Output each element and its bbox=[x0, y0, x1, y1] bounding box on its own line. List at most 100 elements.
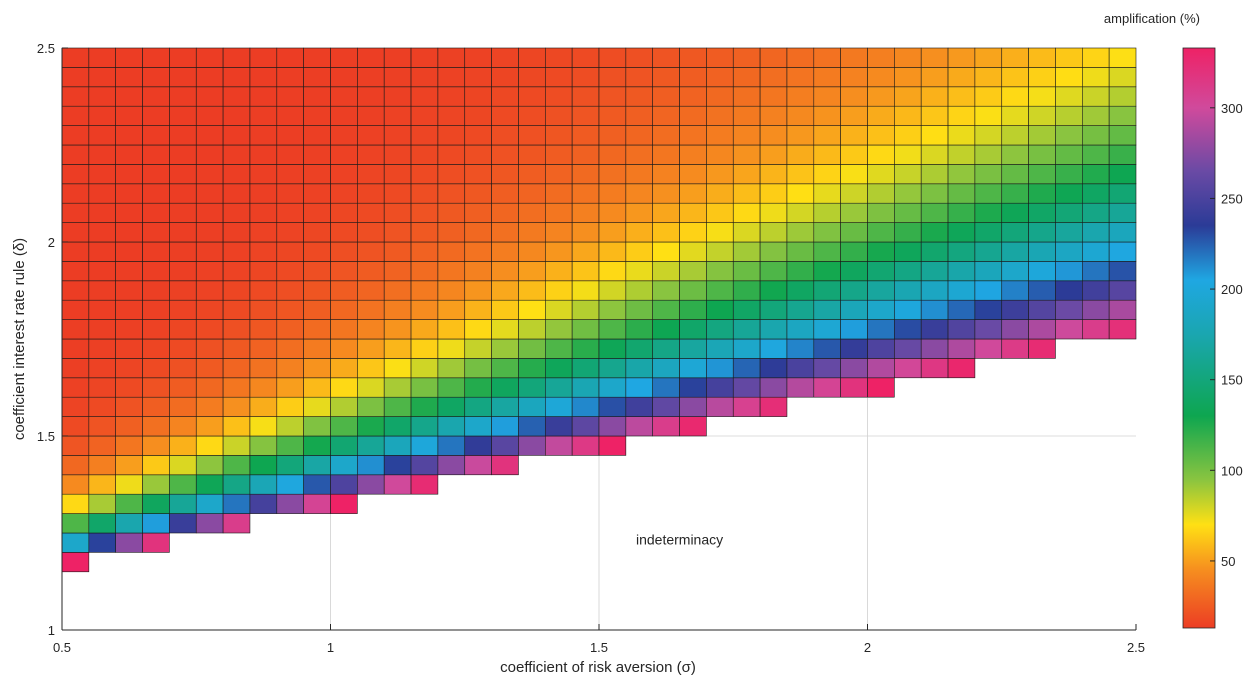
heatmap-cell bbox=[786, 358, 815, 379]
heatmap-cell bbox=[222, 299, 251, 320]
heatmap-cell bbox=[679, 319, 707, 340]
heatmap-cell bbox=[383, 125, 412, 146]
heatmap-cell bbox=[786, 338, 815, 359]
heatmap-cell bbox=[410, 47, 439, 68]
heatmap-cell bbox=[142, 455, 170, 476]
heatmap-cell bbox=[598, 202, 627, 223]
heatmap-cell bbox=[706, 144, 734, 165]
x-tick-label: 0.5 bbox=[53, 640, 71, 655]
heatmap-cell bbox=[330, 183, 358, 204]
heatmap-cell bbox=[249, 202, 278, 223]
heatmap-cell bbox=[1001, 202, 1029, 223]
heatmap-cell bbox=[115, 532, 143, 553]
heatmap-cell bbox=[437, 455, 466, 476]
heatmap-cell bbox=[1028, 241, 1056, 262]
heatmap-cell bbox=[1082, 183, 1110, 204]
heatmap-cell bbox=[410, 183, 439, 204]
heatmap-cell bbox=[142, 222, 170, 243]
heatmap-cell bbox=[598, 358, 627, 379]
heatmap-cell bbox=[410, 435, 439, 456]
heatmap-cell bbox=[169, 319, 197, 340]
heatmap-cell bbox=[383, 86, 412, 107]
heatmap-cell bbox=[894, 261, 922, 282]
heatmap-cell bbox=[303, 299, 331, 320]
heatmap-cell bbox=[679, 67, 707, 88]
heatmap-cell bbox=[61, 86, 90, 107]
heatmap-cell bbox=[974, 144, 1003, 165]
heatmap-cell bbox=[867, 299, 895, 320]
heatmap-cell bbox=[491, 358, 519, 379]
heatmap-cell bbox=[410, 67, 439, 88]
heatmap-cell bbox=[679, 105, 707, 126]
heatmap-cell bbox=[410, 86, 439, 107]
heatmap-cell bbox=[974, 338, 1003, 359]
heatmap-cell bbox=[410, 144, 439, 165]
heatmap-cell bbox=[652, 358, 680, 379]
heatmap-cell bbox=[947, 183, 976, 204]
heatmap-cell bbox=[706, 202, 734, 223]
heatmap-cell bbox=[357, 280, 385, 301]
heatmap-cell bbox=[491, 67, 519, 88]
heatmap-cell bbox=[383, 396, 412, 417]
heatmap-cell bbox=[142, 67, 170, 88]
heatmap-cell bbox=[249, 183, 278, 204]
heatmap-cell bbox=[679, 261, 707, 282]
heatmap-cell bbox=[974, 261, 1003, 282]
heatmap-cell bbox=[625, 299, 653, 320]
heatmap-cell bbox=[759, 125, 788, 146]
heatmap-cell bbox=[115, 261, 143, 282]
heatmap-cell bbox=[974, 241, 1003, 262]
heatmap-cell bbox=[544, 67, 573, 88]
heatmap-cell bbox=[732, 164, 761, 185]
heatmap-cell bbox=[410, 222, 439, 243]
heatmap-cell bbox=[1055, 144, 1083, 165]
heatmap-cell bbox=[544, 125, 573, 146]
heatmap-cell bbox=[840, 358, 868, 379]
heatmap-cell bbox=[437, 125, 466, 146]
heatmap-cell bbox=[706, 338, 734, 359]
heatmap-cell bbox=[169, 396, 197, 417]
heatmap-cell bbox=[813, 86, 841, 107]
heatmap-cell bbox=[894, 164, 922, 185]
heatmap-cell bbox=[786, 377, 815, 398]
heatmap-cell bbox=[276, 299, 304, 320]
heatmap-cell bbox=[679, 47, 707, 68]
heatmap-cell bbox=[222, 202, 251, 223]
heatmap-cell bbox=[142, 416, 170, 437]
heatmap-cell bbox=[544, 86, 573, 107]
heatmap-cell bbox=[383, 455, 412, 476]
heatmap-cell bbox=[894, 280, 922, 301]
heatmap-cell bbox=[974, 105, 1003, 126]
heatmap-cell bbox=[786, 47, 815, 68]
heatmap-cell bbox=[598, 280, 627, 301]
colorbar-tick-label: 200 bbox=[1221, 282, 1243, 297]
heatmap-cell bbox=[759, 280, 788, 301]
heatmap-cell bbox=[706, 377, 734, 398]
heatmap-cell bbox=[195, 299, 224, 320]
heatmap-cell bbox=[1108, 47, 1137, 68]
colorbar-tick-label: 50 bbox=[1221, 554, 1235, 569]
heatmap-cell bbox=[249, 125, 278, 146]
heatmap-cell bbox=[518, 105, 546, 126]
heatmap-cell bbox=[410, 416, 439, 437]
heatmap-cell bbox=[1082, 202, 1110, 223]
heatmap-cell bbox=[1028, 280, 1056, 301]
heatmap-cell bbox=[303, 202, 331, 223]
heatmap-cell bbox=[222, 416, 251, 437]
heatmap-cell bbox=[867, 358, 895, 379]
heatmap-cell bbox=[1108, 241, 1137, 262]
heatmap-cell bbox=[947, 144, 976, 165]
heatmap-cell bbox=[249, 396, 278, 417]
heatmap-cell bbox=[813, 144, 841, 165]
heatmap-cell bbox=[598, 105, 627, 126]
heatmap-cell bbox=[437, 377, 466, 398]
heatmap-cell bbox=[195, 202, 224, 223]
heatmap-cell bbox=[786, 299, 815, 320]
heatmap-cell bbox=[437, 164, 466, 185]
heatmap-cell bbox=[357, 241, 385, 262]
heatmap-cell bbox=[357, 86, 385, 107]
heatmap-cell bbox=[518, 338, 546, 359]
heatmap-cell bbox=[1108, 319, 1137, 340]
heatmap-cell bbox=[1001, 183, 1029, 204]
heatmap-cell bbox=[732, 105, 761, 126]
